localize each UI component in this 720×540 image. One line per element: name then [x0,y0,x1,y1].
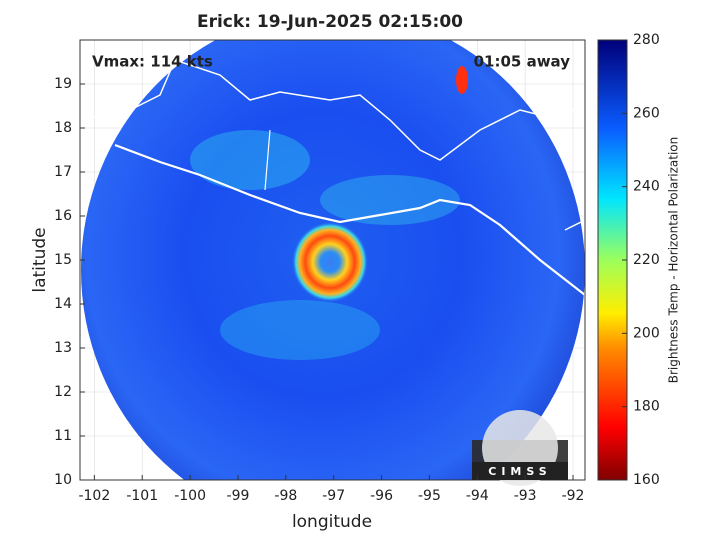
x-tick-label: -102 [78,488,110,504]
colorbar-tick-label: 160 [633,472,660,488]
y-tick-label: 14 [54,296,72,312]
imagery [80,40,585,480]
x-tick-label: -95 [418,488,441,504]
border [564,219,585,231]
chart-title: Erick: 19-Jun-2025 02:15:00 [197,12,463,32]
x-tick-label: -99 [227,488,250,504]
y-tick-label: 13 [54,340,72,356]
y-tick-label: 10 [54,472,72,488]
x-tick-label: -97 [322,488,345,504]
y-tick-label: 16 [54,208,72,224]
logo: CIMSS [472,410,568,486]
y-tick-label: 12 [54,384,72,400]
cloud [320,175,460,225]
x-tick-label: -101 [126,488,158,504]
x-axis-label: longitude [292,512,372,532]
border [264,129,271,191]
logo-band [472,462,568,480]
logo-text: CIMSS [488,465,551,478]
cloud [220,300,380,360]
coastline [114,143,585,296]
eyewall [292,222,368,302]
annotation: Vmax: 114 kts [92,53,213,71]
x-tick-label: -96 [370,488,393,504]
x-tick-label: -94 [466,488,489,504]
y-tick-label: 18 [54,120,72,136]
y-axis-label: latitude [30,227,50,292]
colorbar-tick-label: 280 [633,32,660,48]
colorbar-tick-label: 220 [633,252,660,268]
x-tick-label: -93 [514,488,537,504]
y-tick-label: 19 [54,76,72,92]
border [80,59,585,161]
y-tick-label: 15 [54,252,72,268]
colorbar-tick-label: 180 [633,399,660,415]
y-tick-label: 17 [54,164,72,180]
colorbar-tick-label: 260 [633,105,660,121]
cloud [190,130,310,190]
colorbar-tick-label: 200 [633,325,660,341]
colorbar-tick-label: 240 [633,179,660,195]
annotation: 01:05 away [474,53,571,71]
x-tick-label: -92 [562,488,585,504]
y-tick-label: 11 [54,428,72,444]
colorbar-label: Brightness Temp - Horizontal Polarizatio… [667,137,681,384]
x-tick-label: -98 [274,488,297,504]
hot-spot [456,66,468,94]
x-tick-label: -100 [174,488,206,504]
